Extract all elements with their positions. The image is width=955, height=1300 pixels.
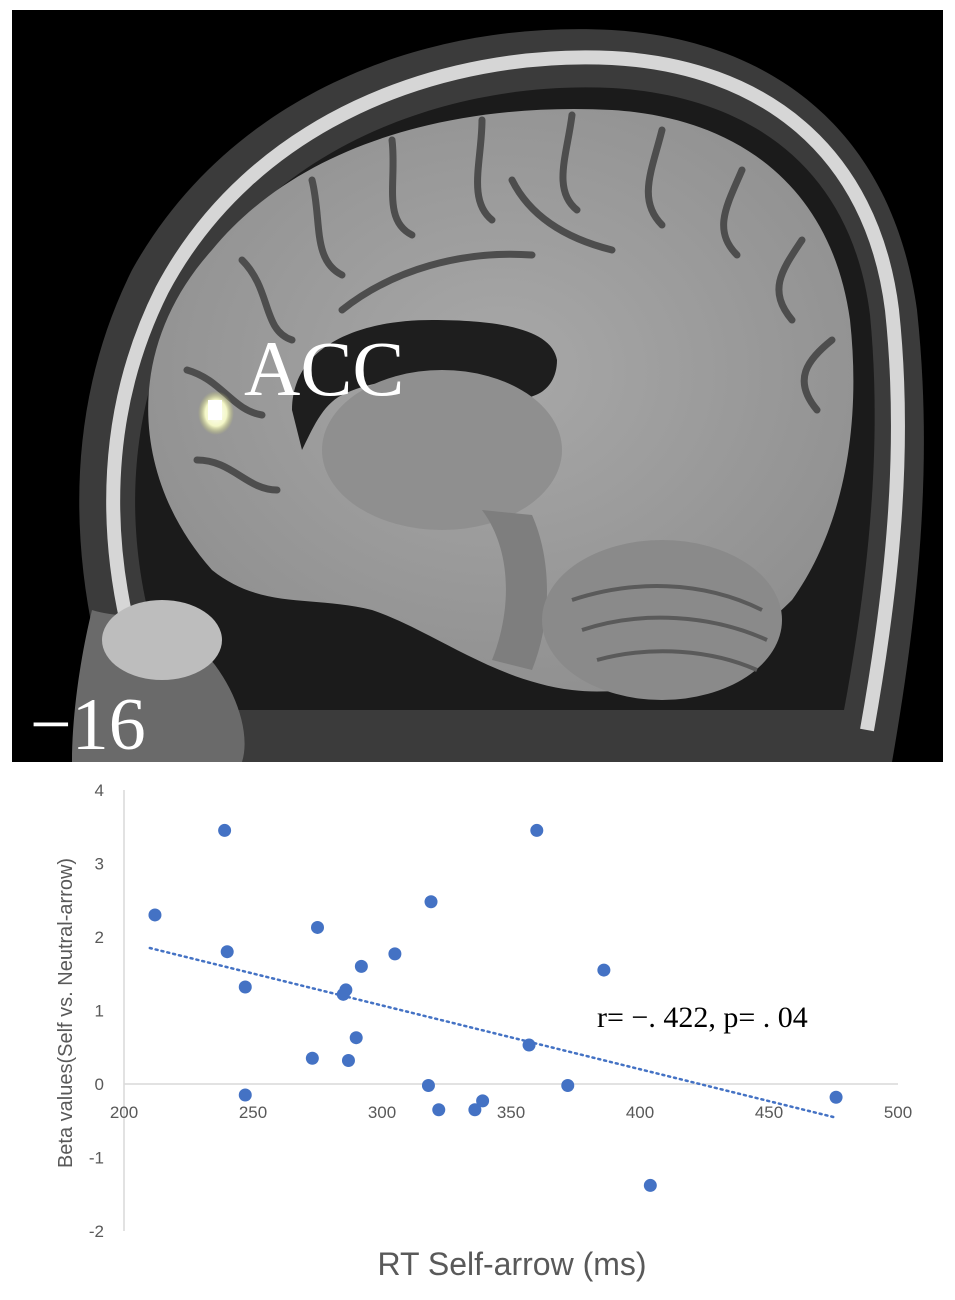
- x-axis-title: RT Self-arrow (ms): [377, 1246, 646, 1282]
- brainstem: [482, 510, 547, 670]
- data-point: [476, 1094, 490, 1108]
- y-tick-label: -2: [89, 1222, 104, 1241]
- cerebellar-folia: [571, 584, 768, 672]
- trendline-layer: [148, 946, 835, 1119]
- data-point: [561, 1078, 575, 1092]
- cerebellum: [542, 540, 782, 700]
- data-point: [220, 945, 234, 959]
- trendline: [148, 946, 835, 1119]
- data-point: [238, 1088, 252, 1102]
- scatter-plot-svg: -2 -1 0 1 2 3 4 200 250 300 350 400 450 500 r= −. 422…: [55, 781, 912, 1282]
- data-point: [341, 1053, 355, 1067]
- acc-activation-core: [208, 400, 222, 420]
- y-axis-title: Beta values(Self vs. Neutral-arrow): [55, 858, 77, 1168]
- y-tick-label: -1: [89, 1149, 104, 1168]
- data-point: [522, 1038, 536, 1052]
- data-point: [424, 895, 438, 909]
- axes-layer: -2 -1 0 1 2 3 4 200 250 300 350 400 450 500: [89, 781, 912, 1241]
- data-point: [432, 1103, 446, 1117]
- data-point: [311, 920, 324, 934]
- acc-label: ACC: [244, 325, 405, 412]
- x-tick-label: 250: [239, 1103, 267, 1122]
- bright-sinus: [102, 600, 222, 680]
- data-point: [354, 959, 368, 973]
- y-tick-label: 3: [95, 855, 104, 874]
- data-point: [339, 983, 353, 997]
- scatter-chart: -2 -1 0 1 2 3 4 200 250 300 350 400 450 500 r= −. 422…: [12, 765, 943, 1293]
- data-point: [238, 980, 252, 994]
- correlation-annotation: r= −. 422, p= . 04: [597, 1001, 808, 1034]
- x-tick-label: 500: [884, 1103, 912, 1122]
- skull-bright-rim: [106, 50, 905, 733]
- slice-coordinate-label: −16: [30, 684, 146, 762]
- data-point: [349, 1031, 363, 1045]
- points-layer: [148, 823, 843, 1192]
- y-tick-label: 4: [95, 781, 104, 800]
- x-tick-label: 350: [497, 1103, 525, 1122]
- data-point: [218, 823, 232, 837]
- data-point: [148, 908, 162, 922]
- y-tick-label: 0: [95, 1075, 104, 1094]
- x-tick-label: 300: [368, 1103, 396, 1122]
- data-point: [530, 823, 544, 837]
- x-tick-label: 450: [755, 1103, 783, 1122]
- x-tick-label: 200: [110, 1103, 138, 1122]
- y-tick-label: 1: [95, 1002, 104, 1021]
- data-point: [829, 1090, 843, 1104]
- data-point: [468, 1103, 482, 1117]
- data-point: [388, 947, 402, 961]
- data-point: [421, 1078, 435, 1092]
- thalamus: [322, 370, 562, 530]
- brain-slice-illustration: [72, 29, 924, 762]
- y-tick-label: 2: [95, 928, 104, 947]
- corpus-callosum: [292, 320, 557, 450]
- mri-sagittal-image: ACC −16: [12, 10, 943, 762]
- cortical-sulci: [183, 111, 836, 494]
- data-point: [643, 1178, 657, 1192]
- data-point: [597, 963, 611, 977]
- x-tick-label: 400: [626, 1103, 654, 1122]
- data-point: [305, 1051, 319, 1065]
